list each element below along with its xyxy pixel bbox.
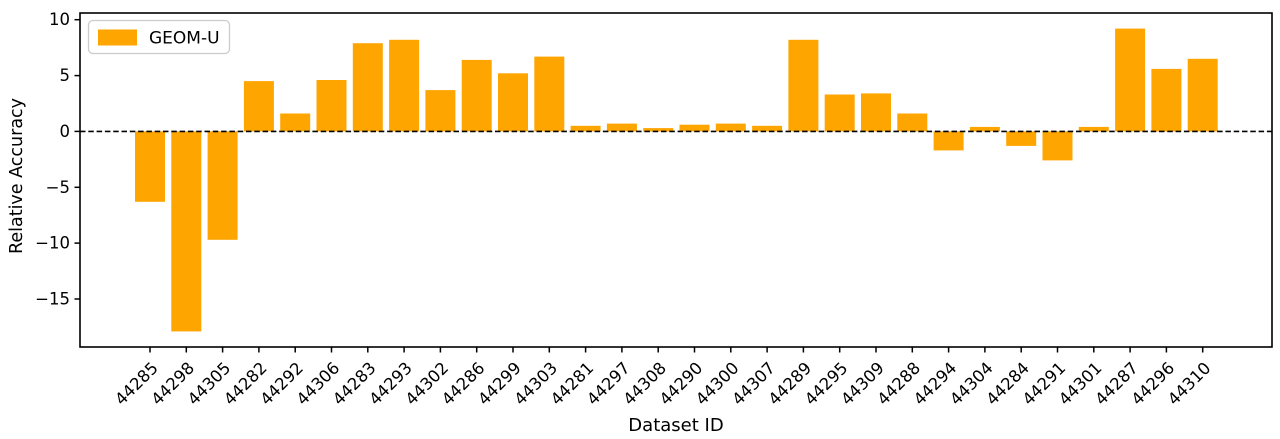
y-tick-label: 0 bbox=[60, 122, 71, 141]
bar-44287 bbox=[1115, 28, 1146, 132]
legend: GEOM-U bbox=[87, 19, 231, 55]
bar-44282 bbox=[243, 81, 274, 132]
bar-44292 bbox=[280, 113, 311, 132]
bar-44308 bbox=[643, 128, 674, 132]
bar-44309 bbox=[861, 93, 891, 132]
bar-44290 bbox=[679, 124, 710, 132]
bar-44289 bbox=[788, 39, 819, 132]
plot-area bbox=[80, 13, 1272, 347]
bar-44302 bbox=[425, 90, 456, 132]
bar-44303 bbox=[534, 56, 565, 132]
bar-44301 bbox=[1078, 126, 1109, 132]
y-tick-label: −15 bbox=[35, 290, 70, 309]
bar-44284 bbox=[1006, 131, 1037, 146]
y-tick-label: −5 bbox=[46, 178, 70, 197]
axes-spines bbox=[79, 12, 1273, 348]
bar-44281 bbox=[570, 125, 601, 132]
bar-44304 bbox=[969, 126, 1000, 132]
bar-44294 bbox=[933, 131, 964, 151]
bar-44306 bbox=[316, 80, 347, 132]
bar-44297 bbox=[606, 123, 637, 132]
y-axis-label: Relative Accuracy bbox=[7, 98, 27, 254]
x-axis-label: Dataset ID bbox=[628, 415, 723, 436]
bar-44291 bbox=[1042, 131, 1073, 161]
bar-44295 bbox=[824, 94, 855, 132]
y-tick-label: 10 bbox=[49, 10, 70, 29]
bar-44307 bbox=[752, 125, 783, 132]
legend-swatch-icon bbox=[98, 29, 137, 46]
bar-44286 bbox=[461, 59, 492, 132]
bar-44293 bbox=[389, 39, 420, 132]
legend-label: GEOM-U bbox=[149, 29, 220, 49]
bar-44300 bbox=[715, 123, 746, 132]
bar-44283 bbox=[352, 43, 383, 132]
bars-group bbox=[135, 28, 1218, 332]
bar-44288 bbox=[897, 113, 928, 132]
y-tick-label: −10 bbox=[35, 234, 70, 253]
y-tick-label: 5 bbox=[60, 66, 71, 85]
bar-44299 bbox=[498, 73, 528, 132]
bar-44310 bbox=[1187, 58, 1218, 132]
y-axis-ticks: 10 5 0 −5 −10 −15 bbox=[35, 10, 80, 309]
x-axis-ticks: 4428544298443054428244292443064428344293… bbox=[111, 347, 1215, 409]
bar-44298 bbox=[171, 131, 202, 332]
bar-44296 bbox=[1151, 68, 1182, 132]
bar-44305 bbox=[207, 131, 238, 240]
bar-44285 bbox=[135, 131, 165, 202]
